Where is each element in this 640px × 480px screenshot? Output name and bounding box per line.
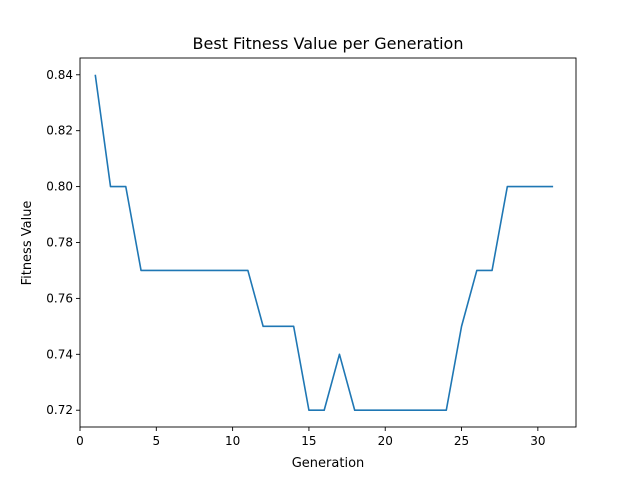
- y-tick-label: 0.84: [46, 68, 73, 82]
- y-tick-label: 0.74: [46, 347, 73, 361]
- y-tick-label: 0.82: [46, 124, 73, 138]
- x-tick-label: 5: [152, 434, 160, 448]
- y-tick-label: 0.72: [46, 403, 73, 417]
- x-tick-label: 10: [225, 434, 240, 448]
- series-line-0: [94, 74, 554, 412]
- x-tick-label: 15: [301, 434, 316, 448]
- y-tick-label: 0.80: [46, 180, 73, 194]
- y-tick-label: 0.78: [46, 236, 73, 250]
- y-tick-label: 0.76: [46, 291, 73, 305]
- x-tick-label: 20: [378, 434, 393, 448]
- x-tick-label: 0: [76, 434, 84, 448]
- x-tick-label: 30: [530, 434, 545, 448]
- chart-title: Best Fitness Value per Generation: [193, 34, 464, 53]
- x-axis-label: Generation: [292, 456, 365, 471]
- y-axis-label: Fitness Value: [20, 201, 35, 286]
- x-tick-label: 25: [454, 434, 469, 448]
